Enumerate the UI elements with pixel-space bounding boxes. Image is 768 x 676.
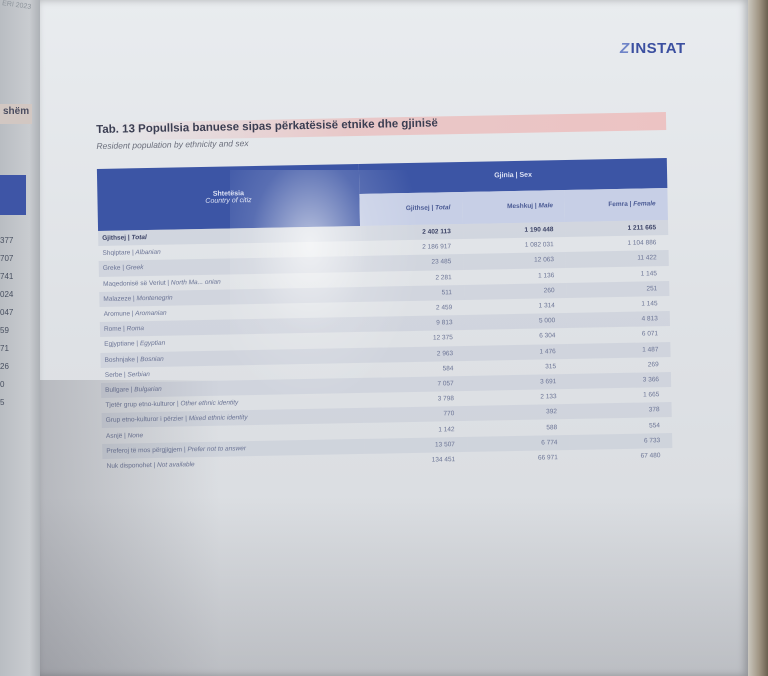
page-stack-edge [746, 0, 768, 676]
instat-logo: ZINSTAT [620, 40, 686, 57]
previous-page-number: 71 [0, 344, 9, 353]
previous-page-number: 707 [0, 254, 14, 263]
previous-page-number: 59 [0, 326, 9, 335]
previous-page-number: 024 [0, 290, 14, 299]
previous-page-number: 377 [0, 236, 14, 245]
female-value: 67 480 [640, 452, 661, 460]
previous-page-tab: shëm [0, 104, 32, 124]
previous-page-header: ERI 2023 [1, 0, 32, 11]
previous-page-number: 5 [0, 398, 5, 407]
total-column-header: Gjithsej | Total [359, 191, 463, 226]
population-table: Shtetësia Country of citiz Gjinia | Sex … [96, 158, 673, 474]
male-column-header: Meshkuj | Male [462, 189, 566, 224]
page-shadow [40, 496, 748, 676]
document-page: ZINSTAT Tab. 13 Popullsia banuese sipas … [40, 0, 748, 676]
previous-page-numbers: 377 707 741 024 047 59 71 26 0 5 [0, 232, 13, 412]
previous-page-number: 741 [0, 272, 14, 281]
table-title: Tab. 13 Popullsia banuese sipas përkatës… [96, 117, 438, 136]
table-section: Tab. 13 Popullsia banuese sipas përkatës… [96, 112, 673, 474]
female-column-header: Femra | Female [564, 187, 668, 223]
table-body: Gjithsej | Total 2 402 113 1 190 448 1 211 … [98, 220, 673, 474]
country-column-header: Shtetësia Country of citiz [96, 163, 361, 231]
previous-page-edge: ERI 2023 shëm 377 707 741 024 047 59 71 … [0, 0, 42, 676]
logo-mark: Z [620, 40, 630, 57]
previous-page-number: 26 [0, 362, 9, 371]
male-value: 66 971 [537, 454, 558, 462]
total-value: 134 451 [431, 456, 456, 464]
previous-page-number: 047 [0, 308, 14, 317]
logo-text: INSTAT [630, 40, 686, 57]
previous-page-number: 0 [0, 380, 5, 389]
previous-page-table-header [0, 175, 26, 215]
